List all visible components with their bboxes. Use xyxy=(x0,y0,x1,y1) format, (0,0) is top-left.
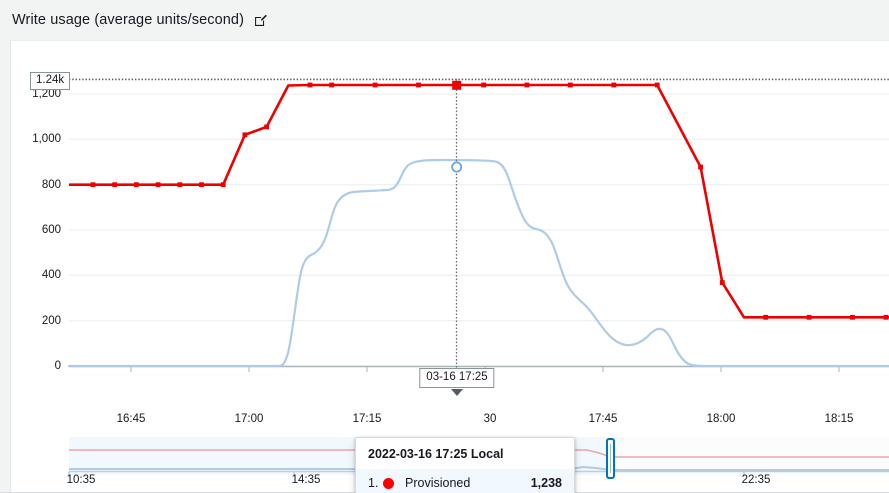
nav-tick-1435: 14:35 xyxy=(291,474,321,486)
nav-tick-2235: 22:35 xyxy=(741,474,771,486)
brush-right-handle[interactable] xyxy=(606,438,615,479)
widget-header: Write usage (average units/second) xyxy=(0,0,889,40)
y-tick-800: 800 xyxy=(41,178,61,191)
series-provisioned-markers xyxy=(90,82,889,320)
y-axis: 1,200 1,000 800 600 400 200 0 xyxy=(11,41,61,381)
x-axis: 16:45 17:00 17:15 30 17:45 18:00 18:15 xyxy=(11,407,889,431)
cursor-point-consumed xyxy=(451,161,463,173)
hover-tooltip: 2022-03-16 17:25 Local 1. Provisioned 1,… xyxy=(355,437,575,493)
cursor-caret-icon xyxy=(451,389,463,396)
y-tick-400: 400 xyxy=(41,269,61,281)
y-tick-600: 600 xyxy=(41,224,61,236)
cursor-point-provisioned xyxy=(452,80,462,90)
tooltip-row-index: 1. xyxy=(368,476,379,490)
y-tick-1200: 1,200 xyxy=(32,88,61,100)
filled-red-dot-icon xyxy=(383,477,401,489)
chart-card: 1,200 1,000 800 600 400 200 0 1.24k 16:4… xyxy=(10,40,889,493)
y-tick-1000: 1,000 xyxy=(32,133,61,145)
tooltip-row-provisioned: 1. Provisioned 1,238 xyxy=(356,469,574,493)
x-tick-1800: 18:00 xyxy=(706,413,736,425)
series-provisioned-line xyxy=(69,83,889,319)
main-plot[interactable]: 1,200 1,000 800 600 400 200 0 1.24k 16:4… xyxy=(11,41,889,425)
x-tick-1745: 17:45 xyxy=(588,413,618,425)
gridlines xyxy=(69,93,889,367)
x-tick-1715: 17:15 xyxy=(352,413,382,425)
tooltip-title: 2022-03-16 17:25 Local xyxy=(368,447,504,461)
x-tick-1730: 30 xyxy=(483,413,497,425)
x-tick-1815: 18:15 xyxy=(824,413,854,425)
x-tick-1700: 17:00 xyxy=(234,413,264,425)
tooltip-series-value: 1,238 xyxy=(530,476,562,490)
series-consumed-line xyxy=(67,158,889,368)
y-tick-200: 200 xyxy=(41,314,61,327)
tooltip-series-name: Provisioned xyxy=(405,476,471,490)
x-tick-1645: 16:45 xyxy=(116,413,146,425)
cursor-time-label[interactable]: 03-16 17:25 xyxy=(419,368,495,388)
plot-canvas xyxy=(67,78,889,372)
nav-tick-1035: 10:35 xyxy=(66,474,96,486)
page-title: Write usage (average units/second) xyxy=(12,12,245,28)
navigator-x-axis: 10:35 14:35 22:35 xyxy=(11,474,889,493)
edit-square-icon[interactable] xyxy=(253,13,268,28)
y-tick-0: 0 xyxy=(54,360,61,372)
threshold-annotation-badge[interactable]: 1.24k xyxy=(30,72,71,90)
